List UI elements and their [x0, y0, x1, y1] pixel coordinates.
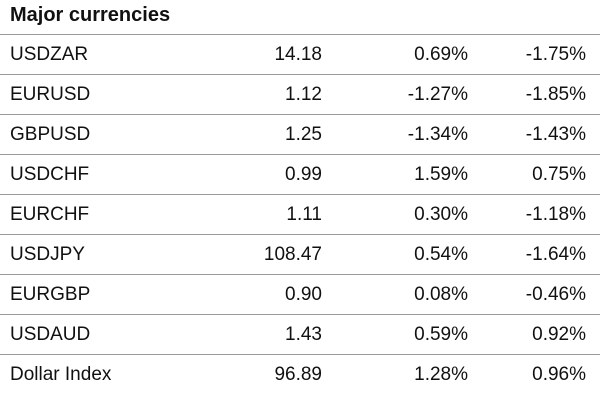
rate-cell: 1.12: [285, 84, 322, 105]
change-cell-2: -1.75%: [525, 44, 586, 65]
currency-pair-cell: USDZAR: [10, 44, 89, 65]
rate-cell: 0.90: [285, 284, 322, 305]
table-row: EURUSD 1.12 -1.27% -1.85%: [0, 75, 600, 115]
change-cell-2: -1.64%: [525, 244, 586, 265]
table-row: GBPUSD 1.25 -1.34% -1.43%: [0, 115, 600, 155]
currency-pair-cell: EURUSD: [10, 84, 91, 105]
currency-pair-cell: GBPUSD: [10, 124, 91, 145]
rate-cell: 96.89: [274, 364, 322, 385]
change-cell-1: 0.08%: [414, 284, 468, 305]
rate-cell: 1.11: [286, 204, 322, 225]
change-cell-2: 0.96%: [532, 364, 586, 385]
currency-pair-cell: USDJPY: [10, 244, 85, 265]
change-cell-2: 0.75%: [532, 164, 586, 185]
currency-pair-cell: USDAUD: [10, 324, 91, 345]
rate-cell: 14.18: [274, 44, 322, 65]
table-row: USDCHF 0.99 1.59% 0.75%: [0, 155, 600, 195]
rate-cell: 1.25: [285, 124, 322, 145]
change-cell-1: -1.27%: [407, 84, 468, 105]
table-row: USDAUD 1.43 0.59% 0.92%: [0, 315, 600, 355]
change-cell-2: 0.92%: [532, 324, 586, 345]
currency-pair-cell: EURCHF: [10, 204, 90, 225]
change-cell-1: 0.69%: [414, 44, 468, 65]
table-row: EURGBP 0.90 0.08% -0.46%: [0, 275, 600, 315]
change-cell-1: 0.54%: [414, 244, 468, 265]
rate-cell: 108.47: [263, 244, 322, 265]
change-cell-1: -1.34%: [407, 124, 468, 145]
rate-cell: 0.99: [285, 164, 322, 185]
table-title: Major currencies: [10, 4, 171, 26]
table-row: USDJPY 108.47 0.54% -1.64%: [0, 235, 600, 275]
change-cell-2: -1.85%: [525, 84, 586, 105]
change-cell-1: 0.30%: [414, 204, 468, 225]
table-row: Dollar Index 96.89 1.28% 0.96%: [0, 355, 600, 395]
rate-cell: 1.43: [285, 324, 322, 345]
currency-table: USDZAR 14.18 0.69% -1.75% EURUSD 1.12 -1…: [0, 34, 600, 395]
change-cell-1: 1.59%: [414, 164, 468, 185]
currency-pair-cell: USDCHF: [10, 164, 90, 185]
change-cell-1: 1.28%: [414, 364, 468, 385]
table-row: USDZAR 14.18 0.69% -1.75%: [0, 35, 600, 75]
currency-pair-cell: EURGBP: [10, 284, 91, 305]
table-row: EURCHF 1.11 0.30% -1.18%: [0, 195, 600, 235]
currency-pair-cell: Dollar Index: [10, 364, 112, 385]
change-cell-2: -1.18%: [525, 204, 586, 225]
change-cell-2: -1.43%: [525, 124, 586, 145]
change-cell-1: 0.59%: [414, 324, 468, 345]
change-cell-2: -0.46%: [525, 284, 586, 305]
